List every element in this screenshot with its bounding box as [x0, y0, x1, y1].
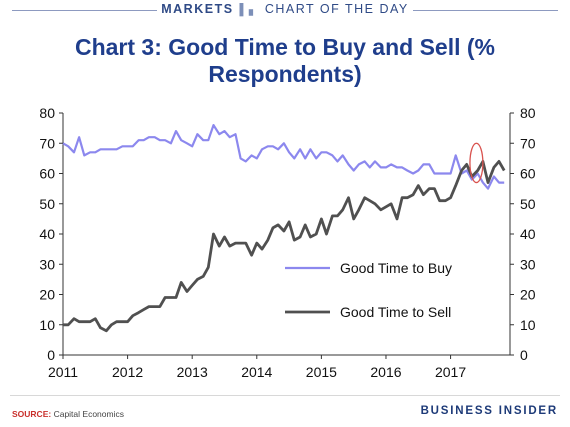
- markets-label: MARKETS: [161, 2, 234, 16]
- y-tick-label-right: 0: [520, 347, 528, 363]
- y-tick-label-right: 60: [520, 166, 536, 182]
- chart-of-the-day-header: MARKETS ▌▖ CHART OF THE DAY: [0, 2, 570, 16]
- legend-label-buy: Good Time to Buy: [340, 260, 452, 276]
- y-tick-label-right: 30: [520, 256, 536, 272]
- y-tick-label-right: 10: [520, 317, 536, 333]
- series-lines: [62, 123, 506, 333]
- y-tick-label-left: 40: [39, 226, 55, 242]
- x-tick-label: 2011: [48, 364, 78, 380]
- x-tick-label: 2017: [435, 364, 466, 380]
- series-line-good-time-to-sell: [63, 159, 506, 333]
- x-tick-label: 2013: [177, 364, 208, 380]
- line-chart: 0 0 10 10 20 20 30 30 40 40 50 50 60 60 70 70 80 80 2011 20…: [39, 105, 535, 380]
- x-tick-label: 2015: [306, 364, 337, 380]
- axes: 0 0 10 10 20 20 30 30 40 40 50 50 60 60 70 70 80 80 2011 20…: [39, 105, 535, 380]
- y-tick-label-left: 0: [47, 347, 55, 363]
- y-tick-label-left: 10: [39, 317, 55, 333]
- chart-bars-icon: ▌▖: [239, 4, 259, 16]
- y-tick-label-right: 40: [520, 226, 536, 242]
- x-tick-label: 2016: [370, 364, 401, 380]
- header-rule-left: [12, 10, 157, 11]
- legend: Good Time to Buy Good Time to Sell: [285, 260, 452, 320]
- y-tick-label-left: 80: [39, 105, 55, 121]
- highlight-ellipse: [469, 142, 484, 184]
- footer-divider: [10, 395, 560, 396]
- source-text: Capital Economics: [53, 409, 124, 419]
- business-insider-logo: BUSINESS INSIDER: [420, 405, 558, 417]
- y-tick-label-left: 20: [39, 287, 55, 303]
- chart-title: Chart 3: Good Time to Buy and Sell (% Re…: [74, 34, 495, 87]
- y-tick-label-left: 30: [39, 256, 55, 272]
- y-tick-label-right: 50: [520, 196, 536, 212]
- legend-label-sell: Good Time to Sell: [340, 304, 451, 320]
- section-label: CHART OF THE DAY: [264, 2, 409, 16]
- y-tick-label-right: 70: [520, 135, 536, 151]
- header-rule-right: [413, 10, 558, 11]
- highlight-annotation: [469, 142, 484, 184]
- x-tick-label: 2014: [241, 364, 272, 380]
- y-tick-label-right: 20: [520, 287, 536, 303]
- source-note: SOURCE: Capital Economics: [12, 409, 124, 419]
- series-line-good-time-to-buy: [62, 123, 505, 190]
- y-tick-label-left: 60: [39, 166, 55, 182]
- y-tick-label-left: 70: [39, 135, 55, 151]
- source-label: SOURCE:: [12, 409, 52, 419]
- y-tick-label-left: 50: [39, 196, 55, 212]
- y-tick-label-right: 80: [520, 105, 536, 121]
- x-tick-label: 2012: [112, 364, 143, 380]
